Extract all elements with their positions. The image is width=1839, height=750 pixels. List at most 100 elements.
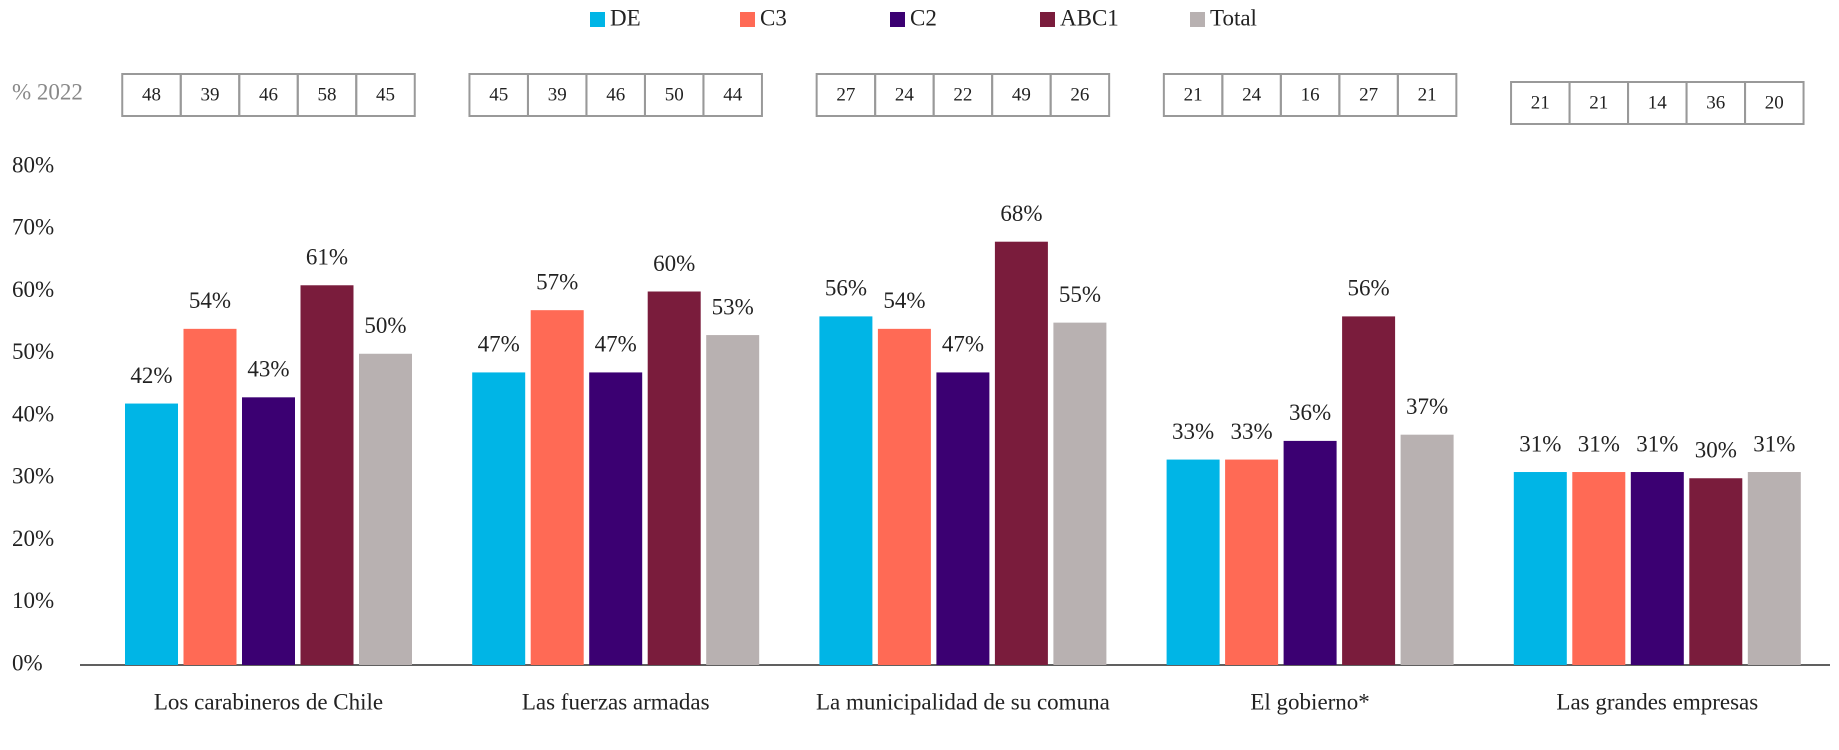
legend-swatch [1040,12,1055,27]
x-tick-label: Los carabineros de Chile [154,689,383,714]
bar [706,335,760,665]
y-tick-label: 20% [12,526,54,551]
table-cell [355,73,416,117]
data-label: 61% [306,245,348,270]
bar [647,291,701,665]
bar [530,310,584,665]
x-tick-label: Las fuerzas armadas [522,689,710,714]
data-label: 55% [1059,282,1101,307]
table-cell [702,73,763,117]
y-tick-label: 10% [12,588,54,613]
bar [589,372,643,665]
table-value: 16 [1301,84,1320,105]
table-cell [1396,73,1458,117]
table-value: 26 [1070,84,1089,105]
table-value: 46 [606,84,625,105]
bar [125,403,178,665]
table-value: 24 [895,84,915,105]
table-cell [1744,81,1805,125]
y-tick-label: 40% [12,401,54,426]
data-label: 56% [825,276,867,301]
bar [1689,478,1743,665]
table-value: 36 [1706,92,1725,113]
legend-swatch [590,12,605,27]
bar [819,316,873,665]
table-value: 14 [1648,92,1668,113]
data-label: 68% [1000,201,1042,226]
data-label: 47% [595,332,637,357]
bar [1400,434,1454,665]
table-value: 21 [1589,92,1608,113]
y-tick-label: 30% [12,464,54,489]
table-value: 44 [723,84,743,105]
data-label: 37% [1406,394,1448,419]
y-tick-label: 80% [12,152,54,177]
y-tick-label: 60% [12,277,54,302]
bar [183,328,237,665]
x-tick-label: La municipalidad de su comuna [816,689,1110,714]
table-value: 27 [836,84,855,105]
data-label: 31% [1519,431,1561,456]
data-label: 43% [247,357,289,382]
data-label: 57% [536,269,578,294]
legend-label: C3 [760,5,787,30]
table-cell [1049,73,1111,117]
bar [1166,459,1220,665]
bar [1283,440,1337,665]
legend-label: Total [1210,5,1257,30]
bar [1053,322,1107,665]
legend-label: DE [610,5,641,30]
bar [1747,472,1801,665]
table-value: 58 [318,84,337,105]
y-tick-label: 50% [12,339,54,364]
legend-swatch [1190,12,1205,27]
data-label: 53% [712,294,754,319]
legend-label: C2 [910,5,937,30]
table-value: 21 [1184,84,1203,105]
data-label: 47% [478,332,520,357]
table-value: 45 [489,84,508,105]
bar [1225,459,1279,665]
y-tick-label: 0% [12,650,43,675]
table-label: % 2022 [12,79,83,104]
bar [877,328,931,665]
data-label: 33% [1231,419,1273,444]
bar [1630,472,1684,665]
table-value: 22 [953,84,972,105]
table-value: 21 [1418,84,1437,105]
table-value: 20 [1765,92,1784,113]
data-label: 31% [1578,431,1620,456]
data-label: 56% [1348,276,1390,301]
data-label: 30% [1695,438,1737,463]
data-label: 60% [653,251,695,276]
bar [300,285,354,665]
table-value: 24 [1242,84,1262,105]
bar [1572,472,1626,665]
table-value: 46 [259,84,278,105]
bar [1342,316,1396,665]
x-tick-label: El gobierno* [1250,689,1369,714]
data-label: 31% [1636,431,1678,456]
data-label: 31% [1753,431,1795,456]
bar [242,397,295,665]
bar [936,372,990,665]
data-label: 54% [189,288,231,313]
y-tick-label: 70% [12,215,54,240]
table-value: 39 [548,84,567,105]
legend-label: ABC1 [1060,5,1119,30]
table-value: 50 [665,84,684,105]
data-label: 42% [130,363,172,388]
bar [994,241,1048,665]
data-label: 33% [1172,419,1214,444]
table-value: 27 [1359,84,1378,105]
table-value: 21 [1531,92,1550,113]
bar [472,372,526,665]
x-tick-label: Las grandes empresas [1556,689,1758,714]
data-label: 47% [942,332,984,357]
data-label: 36% [1289,400,1331,425]
table-value: 49 [1012,84,1031,105]
data-label: 54% [883,288,925,313]
bar [1513,472,1567,665]
table-value: 39 [201,84,220,105]
